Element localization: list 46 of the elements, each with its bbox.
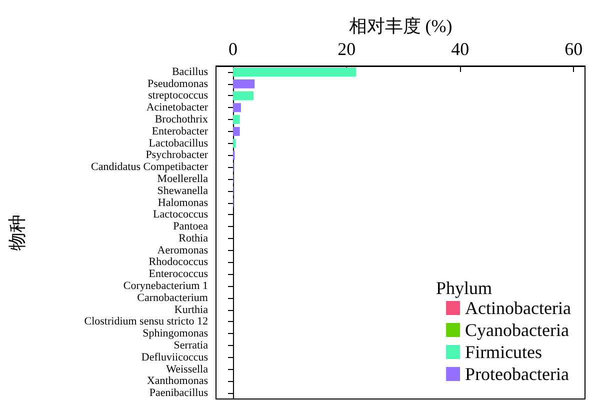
- y-tick-label: Corynebacterium 1: [123, 280, 208, 292]
- y-tick-label: Kurthia: [174, 304, 208, 316]
- x-tick-label: 40: [451, 39, 470, 59]
- y-tick-label: Enterobacter: [152, 125, 208, 138]
- y-tick-label: Moellerella: [157, 172, 208, 185]
- y-tick-label: Brochothrix: [154, 114, 208, 126]
- legend-label: Actinobacteria: [465, 298, 572, 318]
- y-tick-label: streptococcus: [148, 90, 208, 102]
- y-tick-label: Rothia: [178, 232, 208, 244]
- bar: [233, 126, 240, 136]
- y-tick-label: Pantoea: [173, 220, 208, 233]
- y-tick-label: Psychrobacter: [146, 149, 208, 162]
- legend-label: Cyanobacteria: [465, 320, 570, 340]
- y-axis-title: 物种: [7, 214, 27, 250]
- x-tick-label: 60: [564, 39, 583, 59]
- y-tick-label: Sphingomonas: [142, 328, 208, 340]
- y-tick-label: Candidatus Competibacter: [91, 161, 208, 174]
- bar: [233, 103, 241, 112]
- bar: [233, 91, 254, 100]
- legend-label: Proteobacteria: [465, 364, 570, 384]
- y-tick-label: Defluviicoccus: [141, 351, 208, 364]
- y-tick-label: Lactococcus: [153, 208, 208, 221]
- x-tick-label: 20: [338, 39, 356, 59]
- x-axis-title: 相对丰度 (%): [348, 16, 452, 36]
- x-tick-label: 0: [228, 39, 238, 59]
- y-tick-label: Lactobacillus: [148, 137, 208, 150]
- y-tick-label: Halomonas: [158, 196, 208, 209]
- y-tick-label: Enterococcus: [148, 268, 208, 280]
- bar: [233, 115, 240, 124]
- y-tick-label: Serratia: [174, 339, 208, 352]
- bar: [233, 138, 236, 148]
- legend-label: Firmicutes: [465, 342, 542, 362]
- y-tick-label: Carnobacterium: [137, 292, 208, 304]
- y-tick-label: Aeromonas: [157, 244, 208, 256]
- y-tick-label: Weissella: [166, 363, 208, 376]
- y-tick-label: Xanthomonas: [146, 375, 208, 388]
- y-tick-label: Pseudomonas: [148, 78, 208, 90]
- y-tick-label: Clostridium sensu stricto 12: [84, 316, 208, 328]
- bar: [233, 79, 255, 88]
- y-tick-label: Acinetobacter: [146, 102, 208, 114]
- y-tick-label: Bacillus: [172, 66, 208, 78]
- legend-title: Phylum: [436, 278, 492, 298]
- y-tick-label: Rhodococcus: [148, 256, 208, 268]
- y-tick-label: Paenibacillus: [149, 387, 208, 400]
- bar: [233, 67, 356, 76]
- y-tick-label: Shewanella: [157, 184, 208, 197]
